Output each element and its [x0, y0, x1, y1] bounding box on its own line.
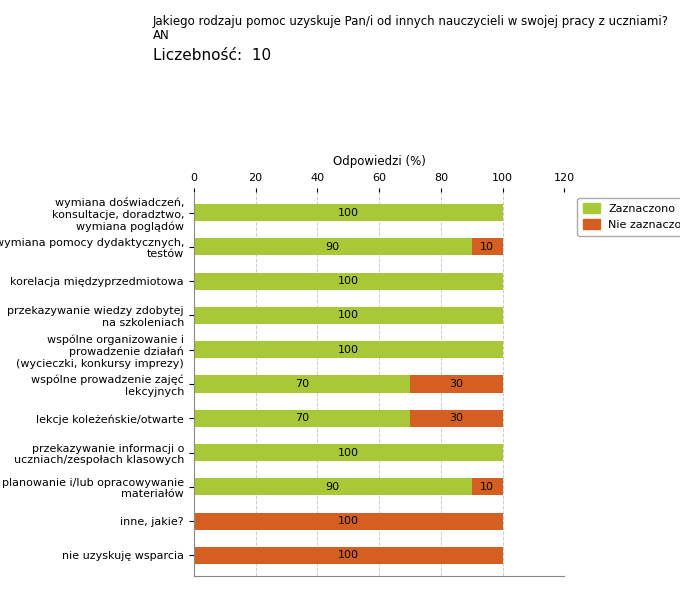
- Text: Liczebność:  10: Liczebność: 10: [153, 48, 271, 63]
- Text: 100: 100: [338, 448, 359, 458]
- Text: 90: 90: [326, 482, 340, 492]
- Text: 70: 70: [295, 379, 309, 389]
- Bar: [194, 341, 503, 358]
- Bar: [410, 376, 503, 392]
- Bar: [194, 512, 503, 530]
- Text: 30: 30: [449, 413, 463, 423]
- Bar: [472, 478, 503, 496]
- Bar: [472, 238, 503, 256]
- Bar: [194, 307, 503, 324]
- Bar: [194, 272, 503, 290]
- Text: Jakiego rodzaju pomoc uzyskuje Pan/i od innych nauczycieli w swojej pracy z uczn: Jakiego rodzaju pomoc uzyskuje Pan/i od …: [153, 15, 669, 28]
- Text: AN: AN: [153, 29, 170, 42]
- Bar: [410, 410, 503, 427]
- Text: 100: 100: [338, 550, 359, 560]
- Text: 100: 100: [338, 516, 359, 526]
- Text: 100: 100: [338, 208, 359, 218]
- Legend: Zaznaczono, Nie zaznaczono: Zaznaczono, Nie zaznaczono: [577, 197, 680, 236]
- Bar: [194, 238, 472, 256]
- X-axis label: Odpowiedzi (%): Odpowiedzi (%): [333, 155, 426, 167]
- Text: 10: 10: [480, 482, 494, 492]
- Bar: [194, 204, 503, 221]
- Text: 10: 10: [480, 242, 494, 252]
- Bar: [194, 444, 503, 461]
- Text: 70: 70: [295, 413, 309, 423]
- Text: 100: 100: [338, 276, 359, 286]
- Bar: [194, 376, 410, 392]
- Bar: [194, 410, 410, 427]
- Text: 100: 100: [338, 345, 359, 355]
- Bar: [194, 478, 472, 496]
- Text: 90: 90: [326, 242, 340, 252]
- Text: 30: 30: [449, 379, 463, 389]
- Bar: [194, 547, 503, 564]
- Text: 100: 100: [338, 310, 359, 320]
